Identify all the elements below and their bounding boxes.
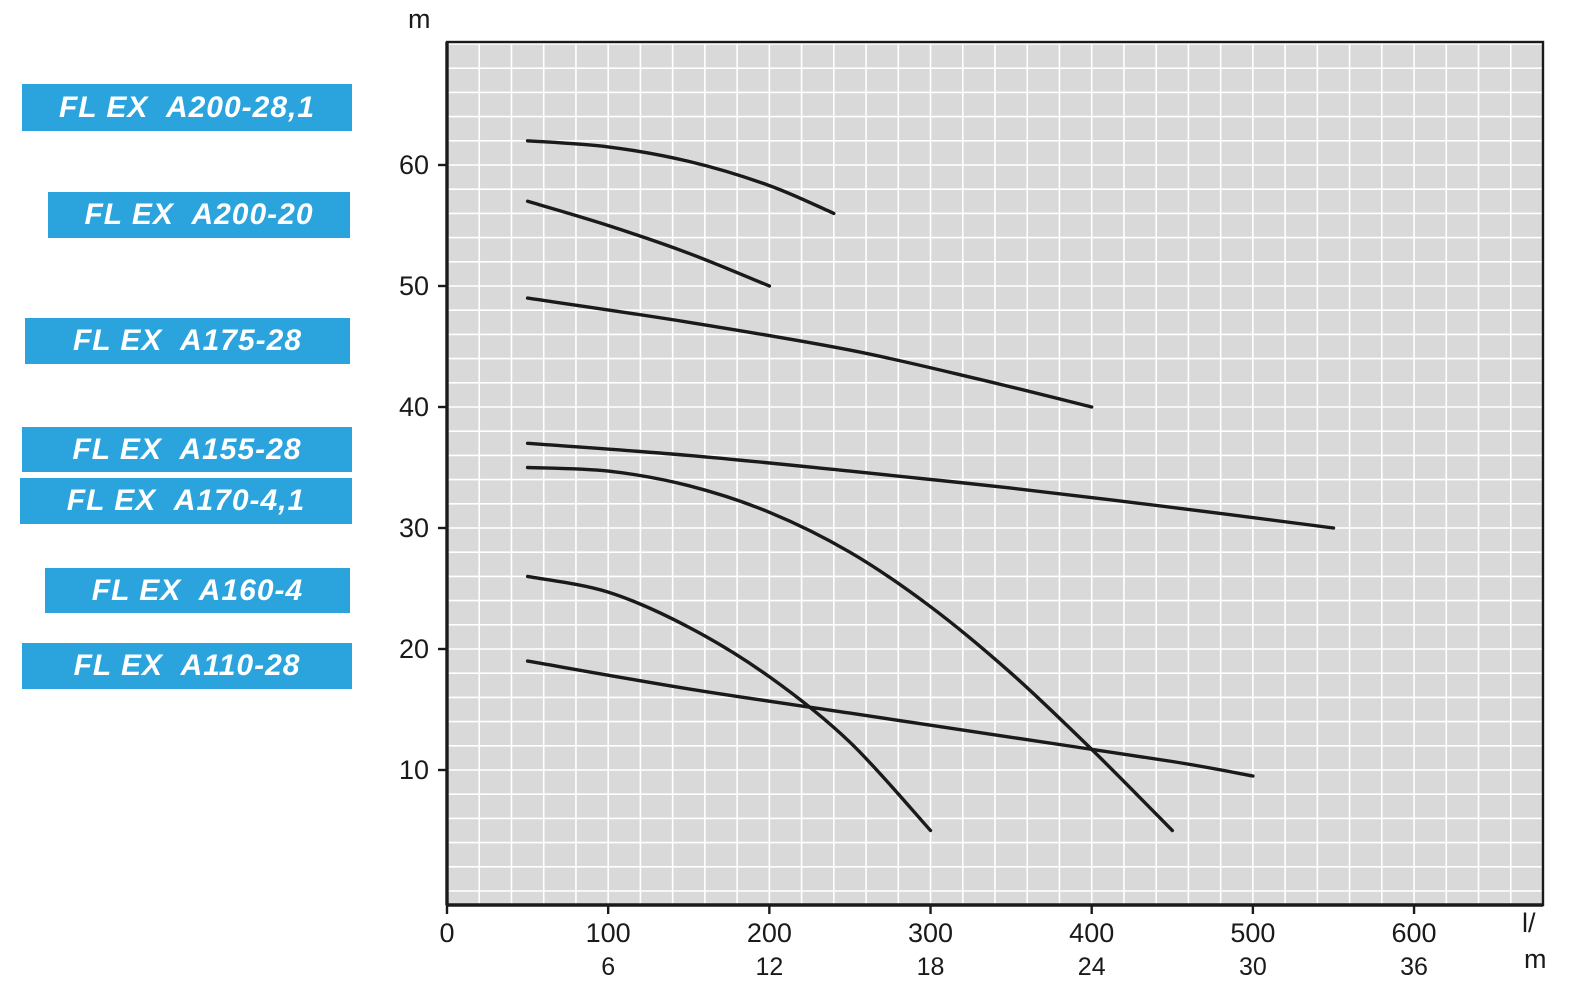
legend-label-a200-28-1: FL EX A200-28,1 (22, 84, 352, 131)
curve-fl-ex-a200-28-1 (525, 139, 836, 216)
x-tick-secondary-label: 24 (1078, 953, 1106, 981)
y-axis-ticks: 10 20 30 40 50 60 (399, 150, 447, 785)
legend-label-a160-4: FL EX A160-4 (45, 568, 350, 613)
x-axis-unit-label-top: l/ (1522, 908, 1536, 938)
x-tick-label: 300 (908, 918, 953, 948)
curve-fl-ex-a160-4 (525, 574, 933, 833)
x-tick-secondary-label: 30 (1239, 953, 1267, 981)
legend-label-a155-28: FL EX A155-28 (22, 427, 352, 472)
x-axis-ticks: 0 100 200 300 400 500 600 6 12 18 24 30 36 (439, 905, 1437, 981)
curve-fl-ex-a155-28 (525, 441, 1336, 530)
legend-label-a175-28: FL EX A175-28 (25, 318, 350, 364)
pump-curves (525, 139, 1336, 833)
x-tick-secondary-label: 6 (601, 953, 615, 981)
y-tick-label: 40 (399, 392, 429, 422)
y-tick-label: 50 (399, 271, 429, 301)
curve-fl-ex-a110-28 (525, 659, 1255, 778)
x-tick-label: 400 (1069, 918, 1114, 948)
legend-label-a170-4-1: FL EX A170-4,1 (20, 478, 352, 524)
y-tick-label: 60 (399, 150, 429, 180)
x-axis-unit-label-bottom: m (1524, 944, 1547, 974)
curve-fl-ex-a170-4-1 (525, 465, 1174, 833)
x-tick-label: 0 (439, 918, 454, 948)
x-tick-label: 200 (747, 918, 792, 948)
legend-label-a200-20: FL EX A200-20 (48, 192, 350, 238)
x-tick-secondary-label: 18 (917, 953, 945, 981)
x-tick-label: 500 (1230, 918, 1275, 948)
y-tick-label: 30 (399, 513, 429, 543)
x-tick-secondary-label: 36 (1400, 953, 1428, 981)
curve-fl-ex-a175-28 (525, 296, 1094, 409)
curve-fl-ex-a200-20 (525, 199, 772, 288)
y-tick-label: 20 (399, 634, 429, 664)
x-tick-label: 100 (586, 918, 631, 948)
legend-label-a110-28: FL EX A110-28 (22, 643, 352, 689)
x-tick-secondary-label: 12 (755, 953, 783, 981)
y-axis-unit-label: m (408, 4, 431, 34)
y-tick-label: 10 (399, 755, 429, 785)
grid-lines (447, 42, 1543, 905)
x-tick-label: 600 (1392, 918, 1437, 948)
pump-performance-chart: 0 100 200 300 400 500 600 6 12 18 24 30 36 10 20 30 40 50… (399, 40, 1545, 981)
